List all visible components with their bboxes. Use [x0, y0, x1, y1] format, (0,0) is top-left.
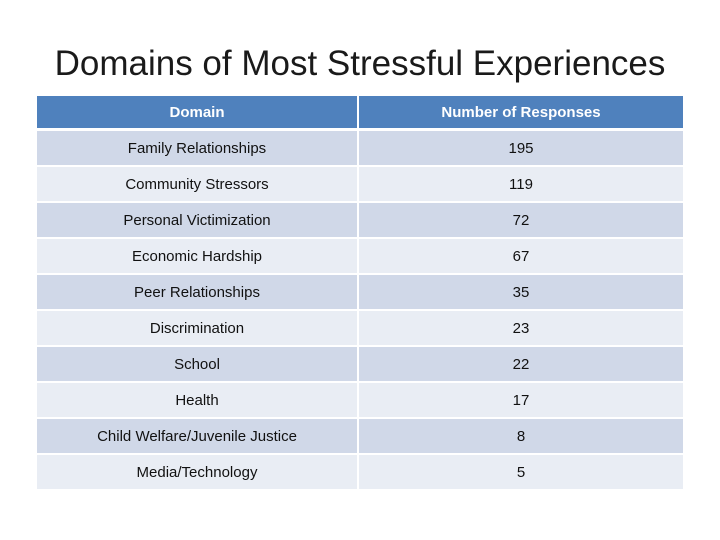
table-row: Health 17	[37, 383, 683, 419]
responses-cell: 17	[359, 383, 683, 419]
domain-cell: Child Welfare/Juvenile Justice	[37, 419, 359, 455]
responses-cell: 23	[359, 311, 683, 347]
responses-cell: 67	[359, 239, 683, 275]
page-title: Domains of Most Stressful Experiences	[54, 44, 666, 83]
responses-cell: 119	[359, 167, 683, 203]
table-row: Economic Hardship 67	[37, 239, 683, 275]
domain-cell: Economic Hardship	[37, 239, 359, 275]
column-header-responses: Number of Responses	[359, 96, 683, 131]
responses-cell: 72	[359, 203, 683, 239]
table-header-row: Domain Number of Responses	[37, 96, 683, 131]
table-row: Discrimination 23	[37, 311, 683, 347]
table-row: Child Welfare/Juvenile Justice 8	[37, 419, 683, 455]
table-row: Family Relationships 195	[37, 131, 683, 167]
domain-cell: Family Relationships	[37, 131, 359, 167]
domain-cell: Health	[37, 383, 359, 419]
domain-cell: Personal Victimization	[37, 203, 359, 239]
domains-table: Domain Number of Responses Family Relati…	[37, 96, 683, 491]
table-row: Peer Relationships 35	[37, 275, 683, 311]
responses-cell: 195	[359, 131, 683, 167]
responses-cell: 22	[359, 347, 683, 383]
domain-cell: School	[37, 347, 359, 383]
column-header-domain: Domain	[37, 96, 359, 131]
domain-cell: Media/Technology	[37, 455, 359, 491]
domain-cell: Discrimination	[37, 311, 359, 347]
table-row: School 22	[37, 347, 683, 383]
domain-cell: Peer Relationships	[37, 275, 359, 311]
responses-cell: 35	[359, 275, 683, 311]
table-row: Personal Victimization 72	[37, 203, 683, 239]
table-row: Media/Technology 5	[37, 455, 683, 491]
table-row: Community Stressors 119	[37, 167, 683, 203]
responses-cell: 8	[359, 419, 683, 455]
domain-cell: Community Stressors	[37, 167, 359, 203]
responses-cell: 5	[359, 455, 683, 491]
